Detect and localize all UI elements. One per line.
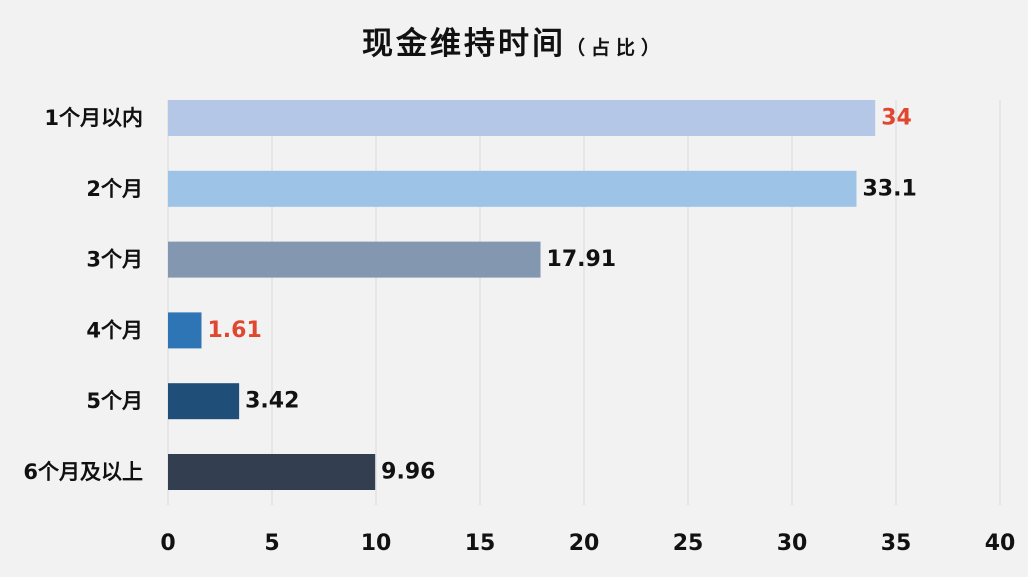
category-label: 1个月以内: [44, 106, 143, 130]
bar: [168, 454, 376, 490]
category-label: 5个月: [86, 389, 143, 413]
chart-subtitle: （占比）: [565, 37, 666, 59]
bar: [168, 312, 202, 349]
data-label: 3.42: [245, 389, 299, 414]
x-tick-label: 25: [673, 531, 704, 556]
data-label: 33.1: [862, 176, 916, 201]
category-label: 6个月及以上: [23, 460, 143, 484]
x-tick-label: 10: [361, 531, 392, 556]
x-tick-label: 30: [777, 531, 808, 556]
data-label: 9.96: [381, 460, 435, 485]
bar: [168, 383, 240, 420]
x-tick-label: 5: [264, 531, 279, 556]
chart-title: 现金维持时间: [361, 26, 566, 62]
data-label: 17.91: [547, 247, 617, 272]
chart-title-block: 现金维持时间（占比）: [0, 18, 1028, 63]
category-label: 2个月: [86, 177, 143, 201]
x-tick-label: 20: [569, 531, 600, 556]
category-label: 3个月: [86, 248, 143, 272]
bar: [168, 100, 876, 136]
x-tick-label: 35: [881, 531, 912, 556]
category-label: 4个月: [86, 318, 143, 342]
data-label: 1.61: [207, 318, 261, 343]
bar: [168, 170, 857, 207]
data-label: 34: [881, 106, 912, 131]
x-tick-label: 0: [160, 531, 175, 556]
x-tick-label: 40: [985, 531, 1016, 556]
bar: [168, 241, 541, 278]
x-tick-label: 15: [465, 531, 496, 556]
